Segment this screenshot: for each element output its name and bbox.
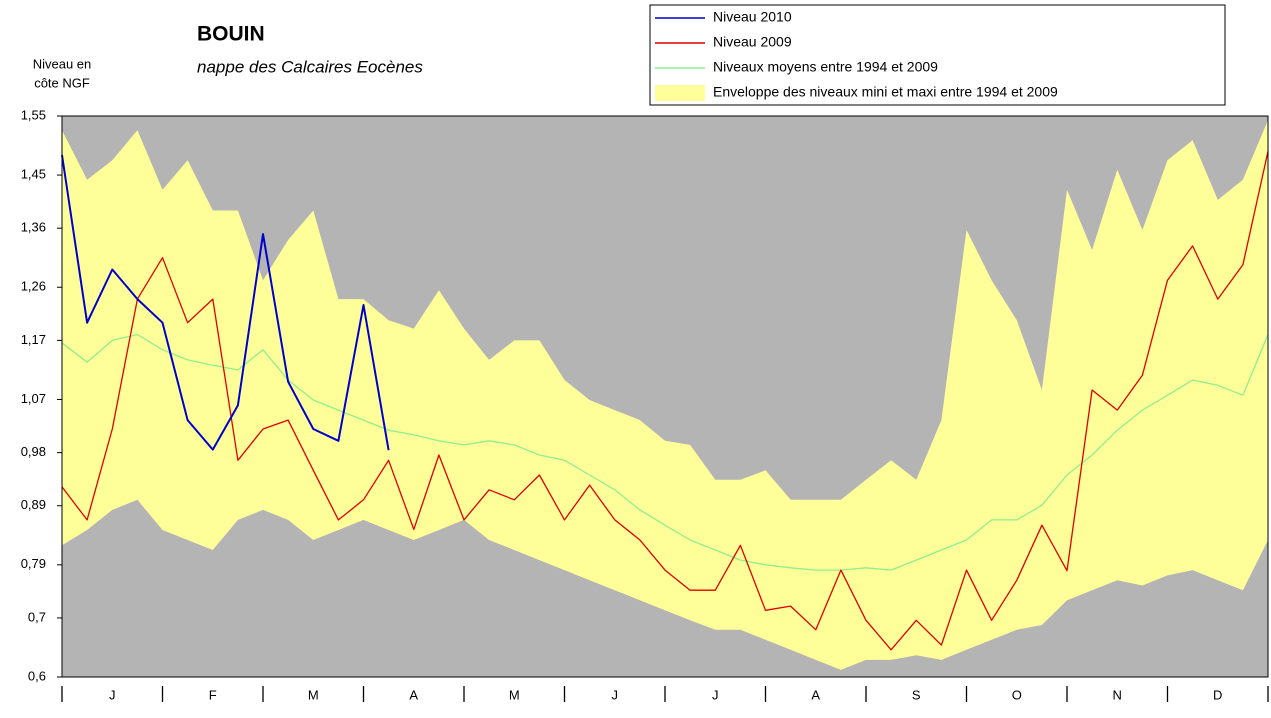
y-tick-label: 1,55	[21, 107, 46, 122]
x-tick-label: J	[712, 687, 719, 702]
y-tick-label: 0,7	[28, 609, 46, 624]
legend-label: Niveau 2010	[713, 9, 792, 25]
x-tick-label: N	[1113, 687, 1122, 702]
legend-label: Enveloppe des niveaux mini et maxi entre…	[713, 84, 1058, 100]
x-tick-label: S	[912, 687, 921, 702]
series-line	[61, 333, 1269, 571]
x-tick-label: M	[509, 687, 520, 702]
y-tick-label: 1,36	[21, 220, 46, 235]
legend-box	[649, 4, 1226, 106]
x-tick-label: D	[1213, 687, 1222, 702]
legend-label: Niveau 2009	[713, 34, 792, 50]
x-tick-label: A	[811, 687, 820, 702]
y-tick-label: 1,26	[21, 279, 46, 294]
x-tick-label: O	[1012, 687, 1022, 702]
x-tick-label: A	[409, 687, 418, 702]
y-tick-label: 1,07	[21, 391, 46, 406]
legend-label: Niveaux moyens entre 1994 et 2009	[713, 59, 938, 75]
chart-subtitle: nappe des Calcaires Eocènes	[197, 57, 423, 76]
chart-title: BOUIN	[197, 23, 265, 46]
y-axis-label: côte NGF	[34, 75, 90, 90]
y-tick-label: 0,79	[21, 556, 46, 571]
x-tick-label: F	[209, 687, 217, 702]
y-tick-label: 1,17	[21, 332, 46, 347]
y-tick-label: 0,6	[28, 668, 46, 683]
series-line	[61, 154, 390, 451]
plot-border	[61, 115, 1269, 678]
y-tick-label: 0,89	[21, 497, 46, 512]
x-tick-label: J	[109, 687, 116, 702]
legend-swatch	[655, 85, 705, 101]
envelope-area	[62, 120, 1268, 670]
x-tick-label: M	[308, 687, 319, 702]
series-line	[61, 151, 1269, 651]
y-tick-label: 1,45	[21, 166, 46, 181]
x-tick-label: J	[612, 687, 619, 702]
y-tick-label: 0,98	[21, 444, 46, 459]
y-axis-label: Niveau en	[33, 56, 92, 71]
